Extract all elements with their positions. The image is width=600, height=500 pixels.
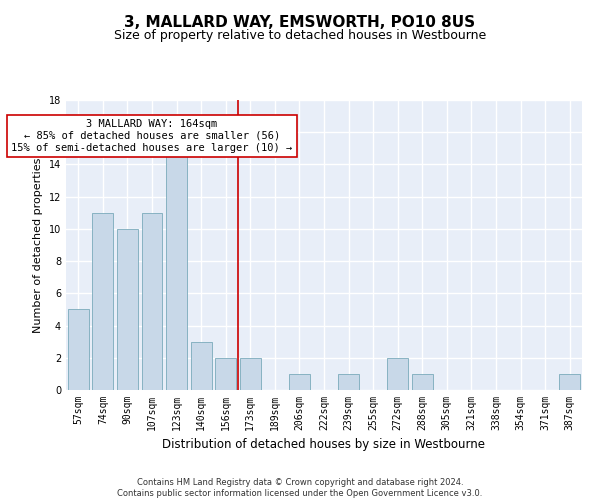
Text: 3, MALLARD WAY, EMSWORTH, PO10 8US: 3, MALLARD WAY, EMSWORTH, PO10 8US — [124, 15, 476, 30]
Bar — [166, 148, 187, 390]
Bar — [215, 358, 236, 390]
Bar — [117, 229, 138, 390]
Bar — [559, 374, 580, 390]
Text: Contains HM Land Registry data © Crown copyright and database right 2024.
Contai: Contains HM Land Registry data © Crown c… — [118, 478, 482, 498]
Bar — [92, 213, 113, 390]
Bar — [68, 310, 89, 390]
Bar — [191, 342, 212, 390]
Bar — [289, 374, 310, 390]
Bar — [240, 358, 261, 390]
X-axis label: Distribution of detached houses by size in Westbourne: Distribution of detached houses by size … — [163, 438, 485, 452]
Bar — [412, 374, 433, 390]
Text: Size of property relative to detached houses in Westbourne: Size of property relative to detached ho… — [114, 28, 486, 42]
Y-axis label: Number of detached properties: Number of detached properties — [33, 158, 43, 332]
Bar — [338, 374, 359, 390]
Bar — [387, 358, 408, 390]
Text: 3 MALLARD WAY: 164sqm
← 85% of detached houses are smaller (56)
15% of semi-deta: 3 MALLARD WAY: 164sqm ← 85% of detached … — [11, 120, 293, 152]
Bar — [142, 213, 163, 390]
